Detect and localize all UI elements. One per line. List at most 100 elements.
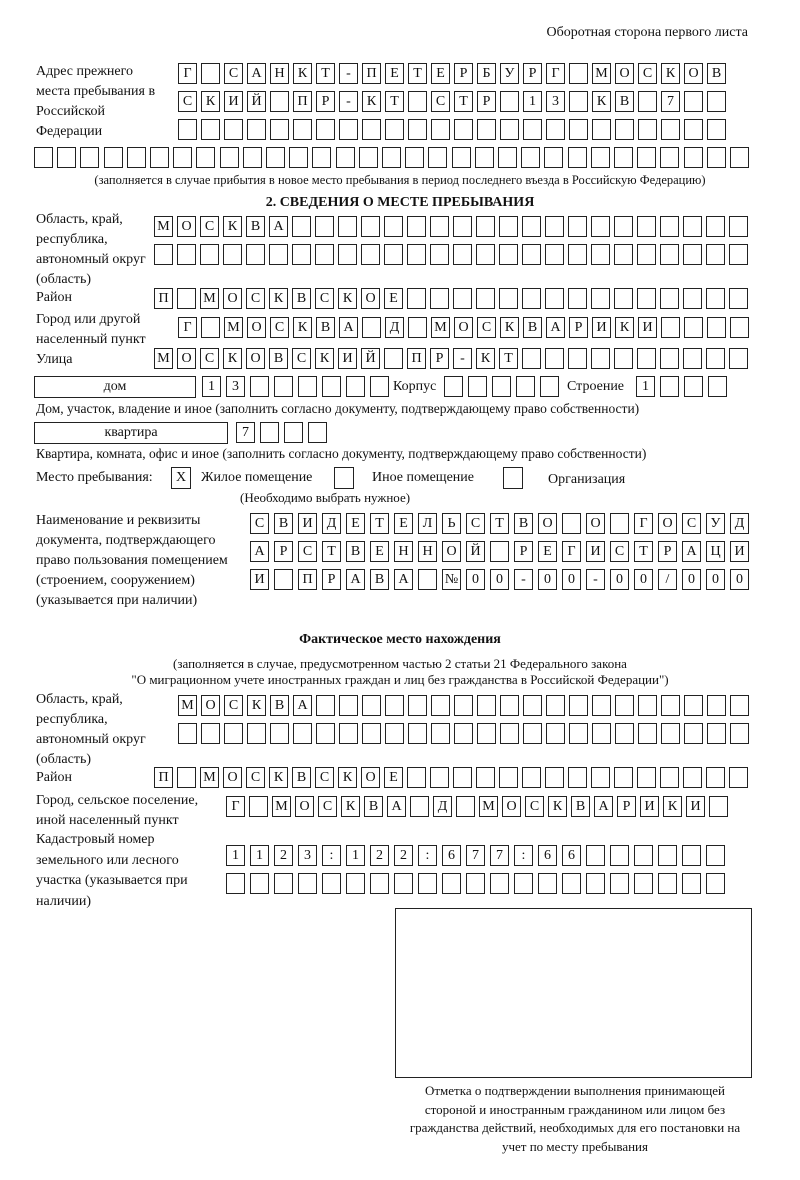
street-row-cell[interactable]: О <box>177 348 196 369</box>
document-row-2-cell[interactable]: О <box>442 541 461 562</box>
prev-address-row-2-cell[interactable]: П <box>293 91 312 112</box>
prev-address-row-4-cell[interactable] <box>57 147 77 168</box>
region-row-1-cell[interactable] <box>430 216 449 237</box>
district-row-cell[interactable] <box>430 288 449 309</box>
region-row-2-cell[interactable] <box>361 244 380 265</box>
region-row-2-cell[interactable] <box>476 244 495 265</box>
prev-address-row-1-cell[interactable]: - <box>339 63 358 84</box>
prev-address-row-2-cell[interactable] <box>569 91 588 112</box>
prev-address-row-3-cell[interactable] <box>638 119 657 140</box>
prev-address-row-3-cell[interactable] <box>592 119 611 140</box>
cadastral-row-2-cell[interactable] <box>466 873 485 894</box>
prev-address-row-4-cell[interactable] <box>451 147 471 168</box>
actual-district-row-cell[interactable] <box>729 767 748 788</box>
city-row-cell[interactable] <box>408 317 427 338</box>
cadastral-row-1-cell[interactable]: 1 <box>346 845 365 866</box>
cadastral-row-1-cell[interactable]: 2 <box>274 845 293 866</box>
prev-address-row-2-cell[interactable]: Т <box>454 91 473 112</box>
region-row-1-cell[interactable] <box>522 216 541 237</box>
region-row-1-cell[interactable] <box>499 216 518 237</box>
actual-region-row-2-cell[interactable] <box>523 723 542 744</box>
prev-address-row-4-cell[interactable] <box>405 147 425 168</box>
region-row-2-cell[interactable] <box>200 244 219 265</box>
actual-region-row-1-cell[interactable]: В <box>270 695 289 716</box>
prev-address-row-4-cell[interactable] <box>683 147 703 168</box>
document-row-2-cell[interactable]: И <box>730 541 749 562</box>
actual-region-row-1-cell[interactable] <box>339 695 358 716</box>
document-row-3-cell[interactable]: В <box>370 569 389 590</box>
region-row-2-cell[interactable] <box>154 244 173 265</box>
document-row-1-cell[interactable]: Т <box>490 513 509 534</box>
street-row-cell[interactable]: Р <box>430 348 449 369</box>
prev-address-row-2-cell[interactable] <box>638 91 657 112</box>
region-row-2-cell[interactable] <box>292 244 311 265</box>
region-row-1-cell[interactable] <box>361 216 380 237</box>
cadastral-row-2-cell[interactable] <box>394 873 413 894</box>
cadastral-row-1-cell[interactable]: 1 <box>226 845 245 866</box>
region-row-1-cell[interactable]: М <box>154 216 173 237</box>
prev-address-row-2-cell[interactable]: Р <box>477 91 496 112</box>
cadastral-row-2-cell[interactable] <box>658 873 677 894</box>
prev-address-row-3-cell[interactable] <box>247 119 266 140</box>
actual-region-row-2-cell[interactable] <box>500 723 519 744</box>
house-number-cells-cell[interactable] <box>370 376 389 397</box>
region-row-2-cell[interactable] <box>660 244 679 265</box>
region-row-1-cell[interactable] <box>729 216 748 237</box>
region-row-2-cell[interactable] <box>338 244 357 265</box>
actual-region-row-2-cell[interactable] <box>546 723 565 744</box>
document-row-1-cell[interactable]: Г <box>634 513 653 534</box>
actual-city-row-cell[interactable] <box>456 796 475 817</box>
apartment-type-field[interactable]: квартира <box>34 422 228 444</box>
cadastral-row-1-cell[interactable]: 2 <box>394 845 413 866</box>
actual-region-row-1-cell[interactable] <box>615 695 634 716</box>
city-row-cell[interactable]: Д <box>385 317 404 338</box>
cadastral-row-1-cell[interactable]: 7 <box>466 845 485 866</box>
prev-address-row-2-cell[interactable]: С <box>178 91 197 112</box>
street-row-cell[interactable]: К <box>476 348 495 369</box>
prev-address-row-1-cell[interactable]: В <box>707 63 726 84</box>
document-row-1-cell[interactable] <box>610 513 629 534</box>
document-row-2-cell[interactable]: Т <box>634 541 653 562</box>
prev-address-row-2-cell[interactable]: 3 <box>546 91 565 112</box>
document-row-3-cell[interactable]: А <box>394 569 413 590</box>
actual-city-row-cell[interactable]: М <box>479 796 498 817</box>
cadastral-row-2-cell[interactable] <box>586 873 605 894</box>
house-type-field[interactable]: дом <box>34 376 196 398</box>
building-cells-cell[interactable] <box>660 376 679 397</box>
actual-city-row-cell[interactable]: К <box>663 796 682 817</box>
street-row-cell[interactable]: О <box>246 348 265 369</box>
district-row-cell[interactable]: В <box>292 288 311 309</box>
document-row-1-cell[interactable] <box>562 513 581 534</box>
document-row-2-cell[interactable]: Р <box>514 541 533 562</box>
prev-address-row-3-cell[interactable] <box>178 119 197 140</box>
prev-address-row-2-cell[interactable]: К <box>201 91 220 112</box>
street-row-cell[interactable] <box>729 348 748 369</box>
prev-address-row-2-cell[interactable] <box>707 91 726 112</box>
district-row-cell[interactable] <box>177 288 196 309</box>
actual-region-row-2-cell[interactable] <box>339 723 358 744</box>
actual-district-row-cell[interactable] <box>683 767 702 788</box>
actual-city-row-cell[interactable]: В <box>364 796 383 817</box>
document-row-3-cell[interactable] <box>274 569 293 590</box>
region-row-1-cell[interactable] <box>407 216 426 237</box>
city-row-cell[interactable]: И <box>592 317 611 338</box>
actual-region-row-1-cell[interactable] <box>500 695 519 716</box>
actual-district-row-cell[interactable]: О <box>223 767 242 788</box>
cadastral-row-1-cell[interactable] <box>610 845 629 866</box>
actual-district-row-cell[interactable] <box>407 767 426 788</box>
document-row-2-cell[interactable]: Й <box>466 541 485 562</box>
document-row-1-cell[interactable]: В <box>514 513 533 534</box>
prev-address-row-4-cell[interactable] <box>660 147 680 168</box>
korpus-cells-cell[interactable] <box>540 376 559 397</box>
document-row-3-cell[interactable]: 0 <box>634 569 653 590</box>
region-row-2-cell[interactable] <box>430 244 449 265</box>
prev-address-row-3-cell[interactable] <box>707 119 726 140</box>
document-row-1-cell[interactable]: И <box>298 513 317 534</box>
actual-region-row-2-cell[interactable] <box>247 723 266 744</box>
cadastral-row-2-cell[interactable] <box>346 873 365 894</box>
street-row-cell[interactable]: М <box>154 348 173 369</box>
cadastral-row-1-cell[interactable]: 3 <box>298 845 317 866</box>
actual-region-row-1-cell[interactable]: О <box>201 695 220 716</box>
actual-district-row-cell[interactable] <box>430 767 449 788</box>
document-row-3-cell[interactable]: № <box>442 569 461 590</box>
